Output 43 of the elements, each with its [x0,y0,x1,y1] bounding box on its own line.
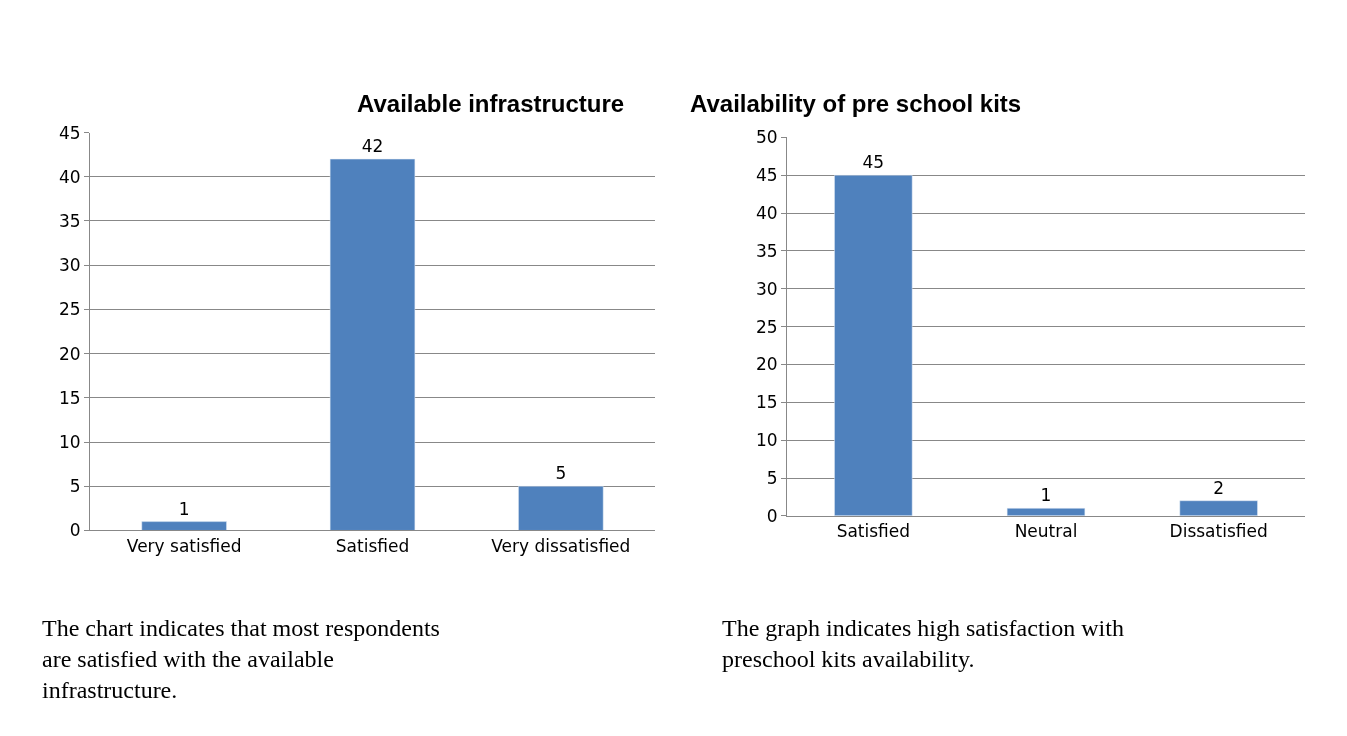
x-tick-label: Satisfied [836,521,911,542]
data-label: 5 [555,463,567,484]
y-tick-label: 35 [58,210,81,231]
text: The graph indicates high satisfaction with preschool kits availability. [722,615,1124,673]
y-tick-label: 15 [755,392,778,413]
y-tick-label: 5 [69,476,81,497]
y-tick-label: 30 [755,278,778,299]
chart-title: Availability of pre school kits [690,90,1022,117]
y-tick-label: 0 [766,505,778,526]
y-tick-label: 20 [58,343,81,364]
bar [1179,500,1258,516]
chart-title: Available infrastructure [357,90,625,117]
y-tick-label: 5 [766,467,778,488]
y-tick-label: 30 [58,255,81,276]
y-tick-label: 15 [58,387,81,408]
data-label: 45 [862,152,885,173]
y-tick-label: 10 [58,432,81,452]
y-tick-label: 40 [755,203,778,224]
text: The chart indicates that most respondents are satisfied with the available infrastructure. [42,615,440,704]
bar [329,158,416,531]
bar [141,521,227,531]
data-label: 2 [1213,477,1225,498]
data-label: 42 [361,136,384,157]
y-tick-label: 20 [755,354,778,375]
x-tick-label: Very satisfied [126,535,242,556]
x-tick-label: Dissatisfied [1169,521,1268,542]
bar [1006,508,1086,516]
bar [518,486,604,531]
data-label: 1 [178,498,190,519]
y-tick-label: 35 [755,240,778,261]
y-tick-label: 25 [755,316,778,337]
y-tick-label: 10 [755,430,778,451]
y-tick-label: 0 [69,520,81,541]
bar [834,175,913,516]
y-tick-label: 45 [755,165,778,186]
data-label: 1 [1040,485,1052,506]
y-tick-label: 45 [58,122,81,143]
x-tick-label: Satisfied [335,535,410,556]
y-tick-label: 40 [58,166,81,187]
x-tick-label: Very dissatisfied [491,535,631,556]
y-tick-label: 25 [58,299,81,320]
x-tick-label: Neutral [1014,521,1078,542]
y-tick-label: 50 [755,127,778,148]
